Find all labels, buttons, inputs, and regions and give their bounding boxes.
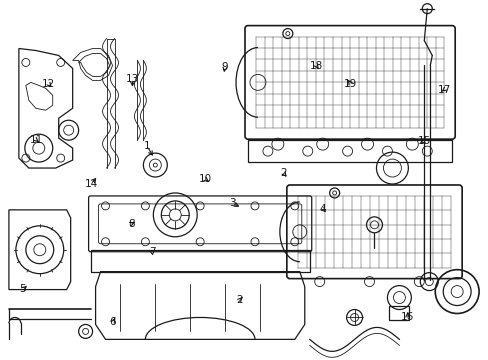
Text: 13: 13 (125, 74, 139, 84)
Text: 7: 7 (148, 247, 155, 257)
Text: 8: 8 (128, 219, 135, 229)
Text: 12: 12 (42, 79, 55, 89)
Text: 9: 9 (221, 62, 228, 72)
Bar (90, 250, 309, 272)
Text: 19: 19 (344, 79, 357, 89)
Text: 16: 16 (400, 312, 413, 322)
Text: 18: 18 (309, 61, 323, 71)
Text: 2: 2 (236, 295, 243, 305)
Text: 14: 14 (84, 179, 98, 189)
Text: 11: 11 (29, 135, 42, 145)
Text: 3: 3 (228, 198, 235, 208)
Text: 15: 15 (417, 136, 430, 145)
Text: 5: 5 (20, 284, 26, 294)
Text: 2: 2 (280, 168, 286, 178)
Bar (388, 306, 408, 320)
Text: 10: 10 (199, 174, 212, 184)
Text: 1: 1 (143, 141, 150, 151)
Text: 17: 17 (437, 85, 450, 95)
Bar (247, 140, 451, 162)
Text: 6: 6 (109, 317, 116, 327)
Text: 4: 4 (319, 204, 325, 214)
